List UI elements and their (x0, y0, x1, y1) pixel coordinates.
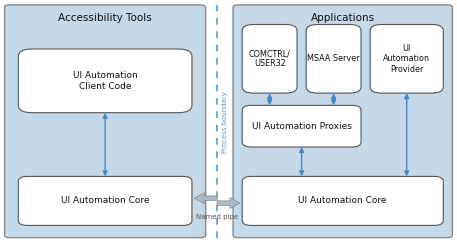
FancyArrow shape (194, 193, 217, 204)
Text: Applications: Applications (311, 13, 375, 24)
FancyBboxPatch shape (242, 105, 361, 147)
Text: Named pipe: Named pipe (196, 214, 238, 220)
Text: Process boundary: Process boundary (222, 92, 228, 153)
Text: MSAA Server: MSAA Server (308, 54, 360, 63)
FancyBboxPatch shape (242, 24, 297, 93)
FancyBboxPatch shape (5, 5, 206, 238)
Text: UI Automation Core: UI Automation Core (61, 196, 149, 205)
FancyBboxPatch shape (233, 5, 452, 238)
FancyArrow shape (217, 197, 240, 209)
FancyBboxPatch shape (306, 24, 361, 93)
Text: COMCTRL/
USER32: COMCTRL/ USER32 (249, 49, 291, 69)
Text: UI Automation Proxies: UI Automation Proxies (252, 122, 351, 131)
FancyBboxPatch shape (242, 176, 443, 225)
Text: UI Automation Core: UI Automation Core (298, 196, 387, 205)
Text: UI
Automation
Provider: UI Automation Provider (383, 44, 430, 74)
FancyBboxPatch shape (370, 24, 443, 93)
Text: UI Automation
Client Code: UI Automation Client Code (73, 71, 138, 91)
Text: Accessibility Tools: Accessibility Tools (58, 13, 152, 24)
FancyBboxPatch shape (18, 176, 192, 225)
FancyBboxPatch shape (18, 49, 192, 113)
